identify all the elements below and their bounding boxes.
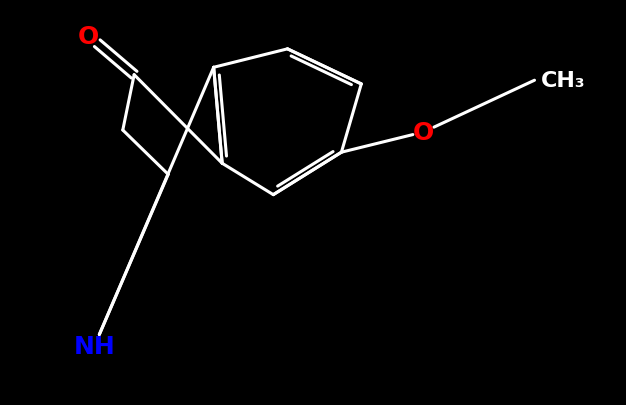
Text: NH: NH [73, 334, 115, 358]
Text: CH₃: CH₃ [541, 71, 585, 91]
Text: O: O [78, 25, 100, 49]
Text: O: O [413, 121, 434, 145]
